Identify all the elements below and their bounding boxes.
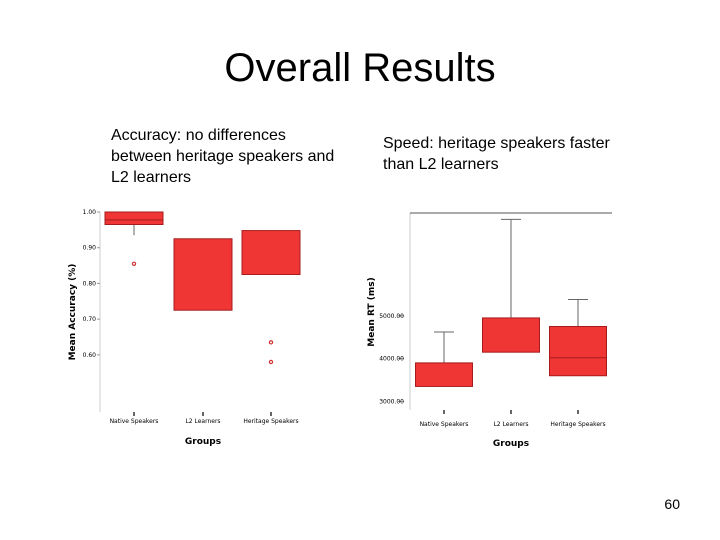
rt-category-label: Heritage Speakers	[550, 421, 605, 428]
rt-y-axis-title: Mean RT (ms)	[367, 277, 377, 346]
rt-box	[482, 317, 540, 353]
rt-category-label: Native Speakers	[420, 421, 469, 428]
acc-y-tick-label: 0.90	[83, 245, 97, 252]
acc-y-tick-label: 0.70	[83, 316, 97, 323]
acc-category-label: Native Speakers	[110, 418, 159, 425]
acc-y-tick-label: 0.80	[83, 280, 97, 287]
acc-y-tick-label: 1.00	[83, 209, 97, 216]
acc-box	[104, 211, 164, 225]
acc-x-axis-title: Groups	[185, 437, 221, 447]
rt-y-tick-label: 4000.00	[379, 356, 404, 363]
acc-category-label: Heritage Speakers	[243, 418, 298, 425]
rt-category-label: L2 Learners	[493, 421, 528, 428]
accuracy-caption: Accuracy: no differences between heritag…	[111, 127, 335, 186]
rt-boxplot: 3000.00 4000.00 5000.00 Native Speakers L2 L…	[367, 212, 612, 449]
accuracy-boxplot: 0.60 0.70 0.80 0.90 1.00 Native Speakers L2 Le…	[68, 209, 301, 447]
acc-box	[241, 230, 301, 275]
rt-box	[415, 362, 473, 387]
rt-box	[549, 325, 607, 377]
rt-y-tick-label: 3000.00	[379, 398, 404, 405]
rt-x-axis-title: Groups	[493, 439, 529, 449]
acc-outlier-point	[268, 359, 274, 365]
acc-y-axis-title: Mean Accuracy (%)	[68, 264, 78, 361]
acc-category-label: L2 Learners	[185, 418, 220, 425]
speed-caption: Speed: heritage speakers faster than L2 …	[383, 135, 610, 173]
acc-outlier-point	[131, 261, 137, 266]
acc-box	[173, 238, 233, 311]
acc-y-tick-label: 0.60	[83, 352, 97, 359]
slide-title: Overall Results	[224, 46, 496, 90]
rt-y-tick-label: 5000.00	[379, 313, 404, 320]
acc-outlier-point	[268, 340, 274, 345]
slide-number: 60	[664, 496, 680, 512]
